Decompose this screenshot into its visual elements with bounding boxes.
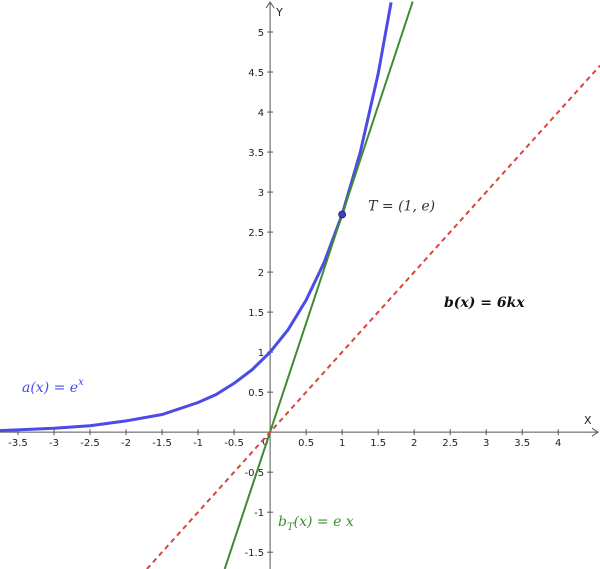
x-tick-label: -3 (49, 438, 59, 449)
y-tick-label: 2.5 (248, 228, 264, 239)
curve (223, 1, 414, 569)
y-arrow (265, 1, 275, 9)
curve-label: b(x) = 6kx (444, 295, 525, 311)
x-tick-label: 0.5 (298, 438, 314, 449)
x-tick-label: -0.5 (224, 438, 244, 449)
y-tick-label: -1.5 (245, 548, 265, 559)
label-base: b (278, 514, 287, 530)
x-arrow (591, 427, 599, 437)
curve-label: bT(x) = e x (278, 514, 354, 533)
y-tick-label: 4 (258, 108, 264, 119)
x-axis-label: X (584, 414, 592, 427)
label-base: a(x) = e (22, 380, 78, 396)
origin-label: 0 (262, 437, 268, 448)
y-tick-label: 0.5 (248, 388, 264, 399)
y-tick-label: 2 (258, 268, 264, 279)
point (338, 210, 347, 219)
y-tick-label: 5 (258, 28, 264, 39)
y-tick-label: 1.5 (248, 308, 264, 319)
x-tick-label: 2.5 (442, 438, 458, 449)
label-rest: (x) = e x (294, 514, 354, 530)
y-axis-label: Y (275, 6, 283, 19)
x-tick-label: -2.5 (80, 438, 100, 449)
y-tick-label: 3.5 (248, 148, 264, 159)
x-tick-label: 4 (555, 438, 561, 449)
x-tick-label: -1 (193, 438, 203, 449)
x-tick-label: -1.5 (152, 438, 172, 449)
label-sub: T (287, 522, 295, 533)
y-tick-label: 1 (258, 348, 264, 359)
x-tick-label: -3.5 (8, 438, 28, 449)
x-tick-label: 3.5 (514, 438, 530, 449)
y-tick-label: 4.5 (248, 68, 264, 79)
x-tick-label: -2 (121, 438, 131, 449)
curve (146, 64, 600, 569)
x-tick-label: 1.5 (370, 438, 386, 449)
y-tick-label: 3 (258, 188, 264, 199)
curve (0, 2, 393, 433)
y-tick-label: -0.5 (245, 468, 265, 479)
label-base: b(x) = 6kx (444, 295, 525, 311)
x-tick-label: 3 (483, 438, 489, 449)
point-label: T = (1, e) (368, 198, 435, 214)
x-tick-label: 1 (339, 438, 345, 449)
x-tick-label: 2 (411, 438, 417, 449)
curve-label: a(x) = ex (22, 377, 84, 396)
y-tick-label: -1 (254, 508, 264, 519)
label-sup: x (78, 377, 84, 388)
